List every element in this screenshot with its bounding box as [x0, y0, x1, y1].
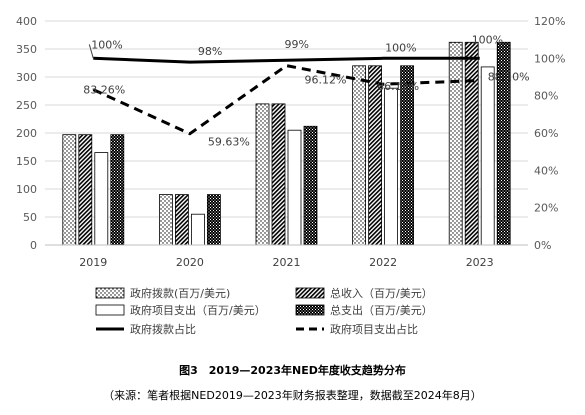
- legend-swatch: [95, 304, 125, 316]
- legend-label: 政府拨款占比: [130, 322, 196, 336]
- figure-source: （来源：笔者根据NED2019—2023年财务报表整理，数据截至2024年8月）: [103, 389, 482, 402]
- y-left-tick-label: 350: [16, 43, 37, 56]
- y-right-tick-label: 80%: [534, 90, 558, 103]
- data-label: 96.12%: [305, 74, 347, 87]
- x-tick-label: 2022: [369, 256, 397, 269]
- y-right-tick-label: 40%: [534, 164, 558, 177]
- y-right-tick-label: 60%: [534, 127, 558, 140]
- y-right-tick-label: 120%: [534, 15, 565, 28]
- bar: [110, 134, 125, 246]
- legend-label: 政府项目支出占比: [330, 322, 418, 336]
- legend-swatch: [95, 287, 125, 299]
- bar: [62, 134, 77, 246]
- y-right-tick-label: 0%: [534, 239, 551, 252]
- grant-ratio-line: [93, 56, 480, 64]
- legend-label: 政府拨款(百万/美元): [130, 286, 230, 300]
- data-label: 88.10%: [488, 71, 530, 84]
- bar: [464, 41, 479, 246]
- y-left-tick-label: 400: [16, 15, 37, 28]
- y-right-tick-label: 100%: [534, 52, 565, 65]
- bar: [158, 194, 173, 246]
- y-left-tick-label: 0: [30, 239, 37, 252]
- bar: [480, 66, 495, 246]
- x-tick-label: 2019: [79, 256, 107, 269]
- bar: [352, 65, 367, 246]
- legend-label: 总支出（百万/美元）: [330, 303, 433, 317]
- y-left-tick-label: 300: [16, 71, 37, 84]
- y-left-tick-label: 250: [16, 99, 37, 112]
- data-label: 100%: [91, 38, 122, 51]
- bar: [303, 125, 318, 246]
- bar: [384, 87, 399, 246]
- y-left-tick-label: 100: [16, 183, 37, 196]
- data-label: 59.63%: [208, 136, 250, 149]
- y-right-tick-label: 20%: [534, 202, 558, 215]
- bar: [190, 213, 205, 246]
- bar: [448, 41, 463, 246]
- data-label: 99%: [285, 38, 309, 51]
- y-left-tick-label: 150: [16, 155, 37, 168]
- data-label: 100%: [385, 41, 416, 54]
- bar: [271, 103, 286, 246]
- project-spending-ratio-line: [92, 64, 480, 136]
- bar: [287, 129, 302, 246]
- bar: [206, 194, 221, 246]
- bar: [94, 152, 109, 246]
- x-tick-label: 2020: [176, 256, 204, 269]
- figure-caption: 图3 2019—2023年NED年度收支趋势分布: [179, 364, 406, 377]
- bar: [174, 194, 189, 246]
- data-label: 98%: [198, 45, 222, 58]
- legend-label: 政府项目支出（百万/美元）: [130, 303, 266, 317]
- y-left-tick-label: 50: [23, 211, 37, 224]
- data-label: 86.12%: [377, 80, 419, 93]
- label-leader-line: [88, 44, 94, 59]
- x-tick-label: 2021: [273, 256, 301, 269]
- legend-swatch: [295, 287, 325, 299]
- bar: [78, 134, 93, 246]
- data-label: 100%: [472, 33, 503, 46]
- legend-label: 总收入（百万/美元）: [330, 286, 433, 300]
- legend-swatch: [295, 304, 325, 316]
- x-tick-label: 2023: [466, 256, 494, 269]
- bar: [255, 103, 270, 246]
- y-left-tick-label: 200: [16, 127, 37, 140]
- data-label: 83.26%: [83, 84, 125, 97]
